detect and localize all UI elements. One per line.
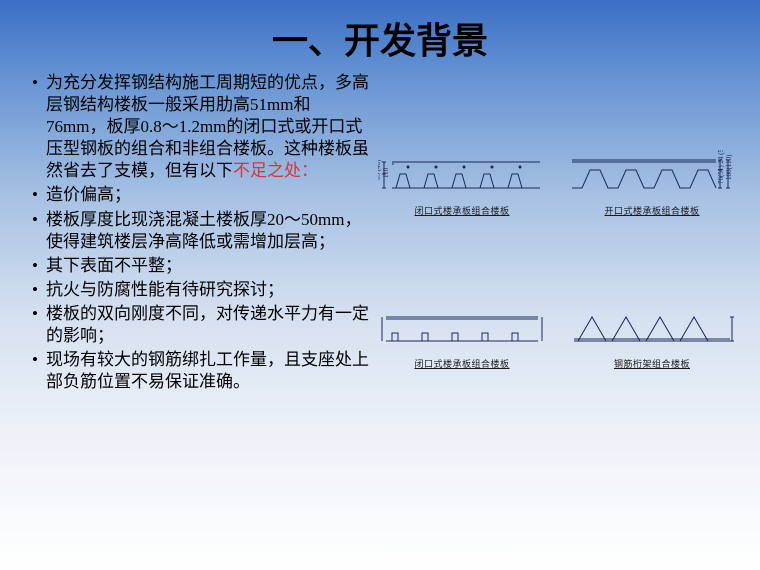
- bullet-item: • 其下表面不平整；: [24, 255, 370, 277]
- diagram-row-2: 闭口式楼承板组合楼板: [378, 309, 740, 370]
- bullet-marker: •: [24, 184, 46, 206]
- bullet-marker: •: [24, 349, 46, 393]
- svg-text:110: 110: [382, 167, 390, 178]
- diagram-row-1: 65 (40) 110 闭口式楼承板组合楼板: [378, 150, 740, 217]
- diagram-column: 65 (40) 110 闭口式楼承板组合楼板: [370, 72, 740, 462]
- bullet-item: • 楼板厚度比现浇混凝土楼板厚20～50mm，使得建筑楼层净高降低或需增加层高；: [24, 209, 370, 253]
- diagram-closed-deck-2: 闭口式楼承板组合楼板: [378, 309, 546, 370]
- bullet-marker: •: [24, 279, 46, 301]
- bullet-marker: •: [24, 72, 46, 182]
- diagram-caption: 闭口式楼承板组合楼板: [378, 357, 546, 370]
- svg-text:76(51) 24 (54): 76(51) 24 (54): [717, 150, 725, 184]
- diagram-caption: 钢筋桁架组合楼板: [568, 357, 736, 370]
- diagram-open-deck: 76(51) 24 (54) 100(110) 开口式楼承板组合楼板: [568, 150, 736, 217]
- bullet-item: • 为充分发挥钢结构施工周期短的优点，多高层钢结构楼板一般采用肋高51mm和76…: [24, 72, 370, 182]
- diagram-closed-deck: 65 (40) 110 闭口式楼承板组合楼板: [378, 150, 546, 217]
- bullet-item: • 楼板的双向刚度不同，对传递水平力有一定的影响；: [24, 303, 370, 347]
- bullet-text: 现场有较大的钢筋绑扎工作量，且支座处上部负筋位置不易保证准确。: [46, 349, 370, 393]
- content-area: • 为充分发挥钢结构施工周期短的优点，多高层钢结构楼板一般采用肋高51mm和76…: [0, 72, 760, 462]
- bullet-text: 造价偏高；: [46, 184, 370, 206]
- diagram-caption: 闭口式楼承板组合楼板: [378, 204, 546, 217]
- diagram-truss-deck: 钢筋桁架组合楼板: [568, 309, 736, 370]
- diagram-caption: 开口式楼承板组合楼板: [568, 204, 736, 217]
- bullet-item: • 现场有较大的钢筋绑扎工作量，且支座处上部负筋位置不易保证准确。: [24, 349, 370, 393]
- bullet-text: 其下表面不平整；: [46, 255, 370, 277]
- bullet-text: 楼板的双向刚度不同，对传递水平力有一定的影响；: [46, 303, 370, 347]
- bullet-marker: •: [24, 209, 46, 253]
- bullet-marker: •: [24, 255, 46, 277]
- bullet-text: 抗火与防腐性能有待研究探讨；: [46, 279, 370, 301]
- text-column: • 为充分发挥钢结构施工周期短的优点，多高层钢结构楼板一般采用肋高51mm和76…: [10, 72, 370, 462]
- page-title: 一、开发背景: [0, 0, 760, 72]
- bullet-text: 楼板厚度比现浇混凝土楼板厚20～50mm，使得建筑楼层净高降低或需增加层高；: [46, 209, 370, 253]
- bullet-item: • 造价偏高；: [24, 184, 370, 206]
- bullet-item: • 抗火与防腐性能有待研究探讨；: [24, 279, 370, 301]
- svg-text:100(110): 100(110): [725, 154, 733, 180]
- bullet-text: 为充分发挥钢结构施工周期短的优点，多高层钢结构楼板一般采用肋高51mm和76mm…: [46, 72, 370, 182]
- bullet-marker: •: [24, 303, 46, 347]
